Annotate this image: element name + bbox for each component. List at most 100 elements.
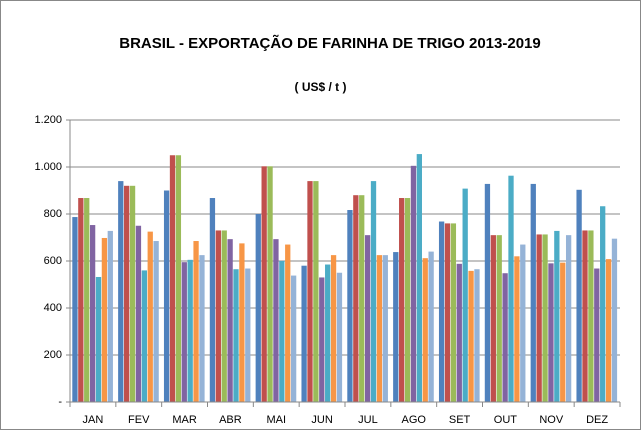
bar [410,165,417,402]
bar [353,195,359,402]
bar [245,268,251,402]
y-tick-label: 1.200 [34,114,62,126]
bar [313,181,319,402]
bar [536,234,542,402]
bar [221,230,227,402]
bar [325,264,331,402]
x-tick-label: JAN [83,414,104,426]
bar [239,243,245,402]
bar [84,198,90,402]
bar [330,255,337,402]
bar [193,241,199,402]
y-tick-label: 1.000 [34,161,62,173]
bar [370,181,377,402]
bar [484,183,491,402]
bar [124,185,130,402]
bar [290,275,297,402]
bar [273,239,279,402]
bar [261,166,267,402]
bar [187,259,193,402]
bar [588,230,594,402]
bar [175,155,182,402]
x-tick-label: AGO [402,414,427,426]
bar [359,195,365,402]
x-tick-label: DEZ [586,414,608,426]
y-tick-label: 200 [44,349,62,361]
bar [444,223,451,402]
bar [72,217,78,402]
bar [376,255,383,402]
bar [582,230,588,402]
bar [347,210,353,402]
x-tick-label: MAR [172,414,197,426]
bar [169,155,176,402]
bar [233,269,239,402]
bar [78,198,84,402]
bar [267,166,273,402]
bar [576,189,582,402]
x-tick-label: MAI [266,414,286,426]
bar [462,188,468,402]
bar [307,181,313,402]
bar [530,183,536,402]
bar [319,277,325,402]
bar [285,244,291,402]
bar [107,230,113,402]
bar [89,225,96,402]
bar [382,255,388,402]
bar [101,237,108,402]
bar [422,258,428,402]
bar [474,269,480,402]
bar [490,235,496,402]
bar [416,154,422,402]
x-tick-label: NOV [539,414,564,426]
bar [199,255,205,402]
bar [502,273,508,402]
y-tick-label: 800 [44,208,62,220]
bar [141,270,147,402]
bar [279,261,285,402]
bar [594,268,600,402]
bar [542,234,548,402]
bar [215,230,221,402]
bar [364,235,371,402]
bar [336,272,343,402]
bar [520,244,526,402]
y-tick-label: 600 [44,255,62,267]
bar [301,265,307,402]
bar [227,239,233,402]
bar [135,225,142,402]
bar [605,259,612,402]
bar [399,198,405,402]
bar [450,223,457,402]
chart-title: BRASIL - EXPORTAÇÃO DE FARINHA DE TRIGO … [119,35,541,52]
x-tick-label: OUT [494,414,518,426]
bar [393,252,399,402]
x-tick-label: ABR [219,414,242,426]
bar [554,230,560,402]
bar [129,185,136,402]
bar [600,206,606,402]
y-tick-label: - [58,396,62,408]
bar [611,238,618,402]
bar [514,256,520,402]
bar [496,235,502,402]
bar [456,263,462,402]
chart-subtitle: ( US$ / t ) [294,80,347,94]
x-tick-label: FEV [128,414,150,426]
bar [508,175,514,402]
bar [404,198,411,402]
bar [438,221,445,402]
bar [181,262,187,402]
bar [163,190,170,402]
bar [95,276,102,402]
x-tick-label: JUL [358,414,378,426]
bar [118,181,124,402]
y-tick-label: 400 [44,302,62,314]
bar [428,251,434,402]
bar [548,263,554,402]
x-tick-label: JUN [311,414,332,426]
bar [255,214,261,402]
